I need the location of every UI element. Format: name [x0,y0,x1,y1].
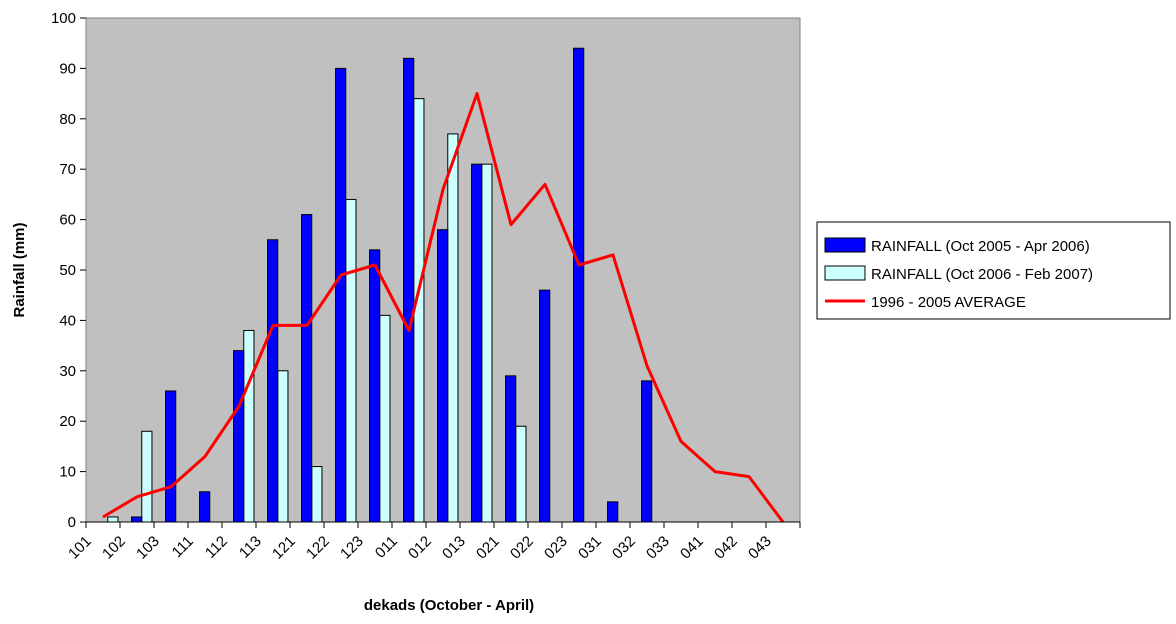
x-tick-label: 121 [269,533,299,563]
legend-box [816,221,1171,320]
bar-series2-012 [447,133,459,523]
bar-series2-121 [311,466,323,523]
x-tick-label: 023 [541,533,571,563]
bar-series1-113 [267,239,279,523]
x-tick-label: 042 [711,533,741,563]
x-tick-label: 031 [575,533,605,563]
legend-label-1: RAINFALL (Oct 2005 - Apr 2006) [871,238,1090,255]
x-tick-label: 113 [236,533,265,562]
x-tick-label: 112 [202,533,231,562]
bar-series1-023 [573,47,585,523]
bar-series1-122 [335,67,347,523]
y-tick-label: 10 [59,464,76,481]
bar-series1-011 [403,57,415,523]
x-tick-label: 123 [337,533,367,563]
y-tick-label: 40 [59,312,76,329]
y-tick-label: 0 [68,514,76,531]
y-tick-label: 30 [59,363,76,380]
x-tick-label: 101 [65,533,95,563]
x-tick-label: 011 [372,533,401,562]
y-tick-label: 90 [59,60,76,77]
x-tick-label: 012 [405,533,435,563]
x-axis-title: dekads (October - April) [364,597,534,614]
bar-series1-012 [437,229,449,523]
y-tick-label: 100 [51,10,76,27]
bar-series1-123 [369,249,381,523]
bar-series1-021 [505,375,517,523]
bar-series2-122 [345,198,357,523]
x-tick-label: 122 [303,533,333,563]
y-tick-label: 50 [59,262,76,279]
x-tick-label: 111 [169,533,197,561]
legend-swatch-series1 [824,237,866,253]
bar-series1-103 [165,390,177,523]
x-tick-label: 103 [133,533,163,563]
legend-label-3: 1996 - 2005 AVERAGE [871,294,1026,311]
bar-series1-121 [301,214,313,523]
y-tick-label: 60 [59,212,76,229]
bar-series1-112 [233,350,245,523]
y-axis-title: Rainfall (mm) [11,222,28,317]
x-tick-label: 043 [745,533,775,563]
y-tick-label: 20 [59,413,76,430]
legend-swatch-series2 [824,265,866,281]
bar-series2-101 [107,516,119,523]
y-tick-label: 80 [59,111,76,128]
x-tick-label: 021 [473,533,503,563]
x-tick-label: 102 [99,533,129,563]
legend-label-2: RAINFALL (Oct 2006 - Feb 2007) [871,266,1093,283]
x-tick-label: 022 [507,533,537,563]
x-tick-label: 041 [677,533,707,563]
bar-series2-113 [277,370,289,523]
average-line [102,92,785,523]
bar-series1-022 [539,289,551,523]
x-tick-label: 013 [439,533,469,563]
x-tick-label: 033 [643,533,673,563]
bar-series1-031 [607,501,619,523]
bar-series2-102 [141,430,153,523]
bar-series2-123 [379,314,391,523]
bar-series2-013 [481,163,493,523]
x-tick-label: 032 [609,533,639,563]
bar-series2-021 [515,425,527,523]
bar-series1-111 [199,491,211,523]
y-tick-label: 70 [59,161,76,178]
bar-series2-112 [243,329,255,523]
bar-series1-013 [471,163,483,523]
bar-series1-032 [641,380,653,523]
bar-series1-102 [131,516,143,523]
